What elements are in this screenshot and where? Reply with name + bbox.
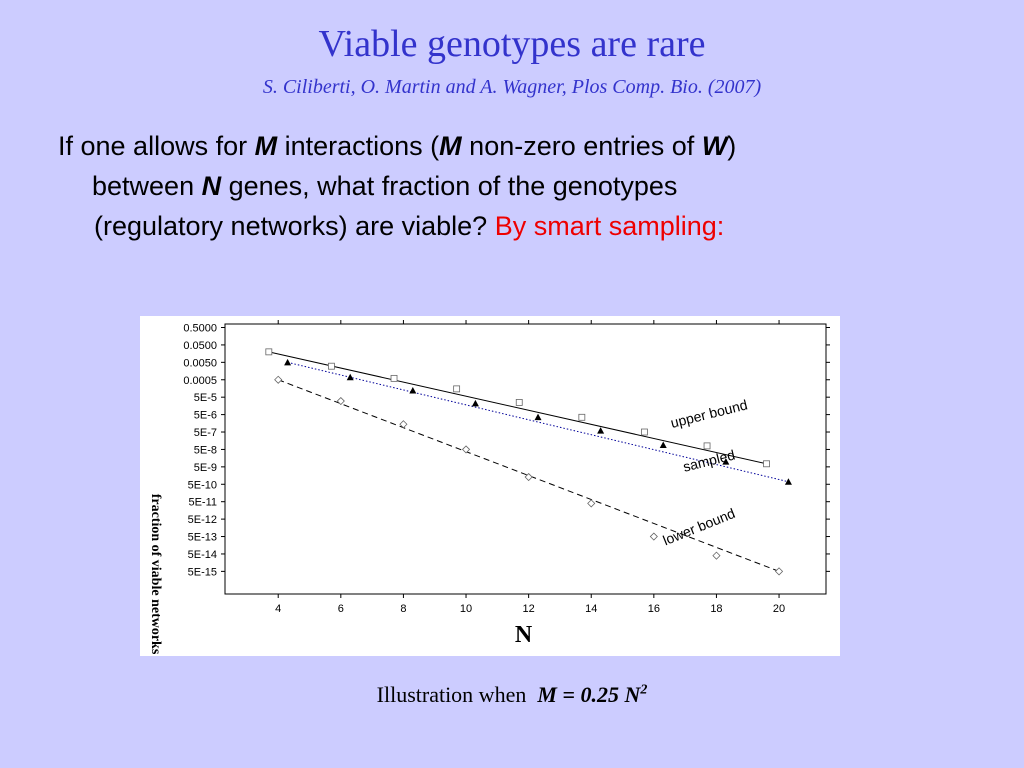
x-tick-label: 16 [648, 603, 660, 615]
data-point-sampled [346, 373, 354, 381]
data-point-lower-bound [274, 375, 283, 384]
data-point-lower-bound [649, 532, 658, 541]
data-point-upper-bound [390, 374, 398, 382]
data-point-lower-bound [587, 499, 596, 508]
y-tick-label: 5E-7 [194, 427, 217, 439]
data-point-sampled [284, 358, 292, 366]
x-tick-label: 14 [585, 603, 597, 615]
y-tick-label: 5E-5 [194, 392, 217, 404]
x-tick-label: 20 [773, 603, 785, 615]
data-point-sampled [597, 427, 605, 434]
x-tick-label: 6 [338, 603, 344, 615]
y-tick-label: 5E-14 [188, 549, 217, 561]
body-text-fragment: If one allows for [58, 131, 255, 161]
body-text-fragment: genes, what fraction of the genotypes [221, 171, 678, 201]
data-point-upper-bound [453, 385, 461, 393]
curve-label-lower-bound: lower bound [661, 505, 738, 548]
slide-body-text: If one allows for M interactions (M non-… [58, 126, 978, 246]
caption-prefix: Illustration when [376, 682, 527, 707]
math-symbol-m: M [439, 131, 462, 161]
y-tick-label: 0.5000 [183, 323, 217, 335]
data-point-upper-bound [328, 362, 335, 370]
plot-frame [224, 323, 827, 595]
log-scale-chart: 0.5000 0.0500 0.0050 0.0005 5E-5 5E-6 5E-7 5E-8… [148, 320, 830, 655]
curve-label-upper-bound: upper bound [669, 396, 749, 431]
y-tick-label: 0.0050 [183, 357, 217, 369]
y-tick-label: 5E-15 [188, 566, 217, 578]
data-point-upper-bound [641, 428, 648, 436]
math-symbol-w: W [701, 131, 728, 161]
body-line-1: If one allows for M interactions (M non-… [58, 126, 978, 166]
slide-caption: Illustration when M = 0.25 N2 [0, 682, 1024, 708]
y-tick-label: 5E-9 [194, 462, 217, 474]
series-line-upper-bound [268, 351, 767, 465]
slide-title: Viable genotypes are rare [318, 23, 706, 65]
y-tick-label: 5E-13 [188, 532, 217, 544]
y-tick-label: 5E-12 [188, 514, 217, 526]
y-axis-title: fraction of viable networks [148, 494, 163, 655]
body-line-2: between N genes, what fraction of the ge… [58, 166, 978, 206]
data-point-upper-bound [515, 399, 523, 406]
caption-exponent: 2 [640, 682, 648, 698]
body-text-fragment: interactions ( [277, 131, 440, 161]
x-tick-label: 8 [400, 603, 406, 615]
data-point-sampled [722, 458, 730, 465]
y-tick-label: 0.0500 [183, 340, 217, 352]
math-symbol-m: M [254, 131, 278, 161]
x-tick-label: 10 [460, 603, 472, 615]
body-text-fragment: between [92, 171, 202, 201]
data-point-lower-bound [774, 567, 784, 576]
data-point-lower-bound [399, 420, 408, 429]
data-point-sampled [534, 413, 542, 421]
y-tick-label: 5E-10 [188, 479, 217, 491]
data-point-sampled [659, 441, 667, 448]
body-line-3: (regulatory networks) are viable? By sma… [58, 206, 978, 246]
y-tick-label: 5E-11 [188, 497, 217, 509]
body-text-fragment: non-zero entries of [461, 131, 702, 161]
x-tick-label: 12 [523, 603, 535, 615]
y-tick-label: 5E-6 [194, 410, 217, 422]
y-tick-label: 5E-8 [194, 444, 217, 456]
chart-area: 0.5000 0.0500 0.0050 0.0005 5E-5 5E-6 5E-7 5E-8… [140, 316, 840, 656]
highlight-text: By smart sampling: [494, 211, 725, 241]
math-symbol-n: N [201, 171, 222, 201]
data-point-upper-bound [578, 413, 586, 421]
data-point-upper-bound [265, 348, 273, 356]
data-point-upper-bound [763, 460, 770, 468]
caption-formula: M = 0.25 N2 [537, 682, 647, 707]
data-point-lower-bound [336, 396, 345, 406]
y-tick-label: 0.0005 [183, 375, 217, 387]
data-point-lower-bound [524, 472, 533, 482]
body-text-fragment: (regulatory networks) are viable? [94, 211, 495, 241]
data-point-sampled [784, 478, 792, 485]
x-tick-label: 4 [275, 603, 281, 615]
data-point-sampled [471, 399, 479, 407]
data-point-lower-bound [712, 551, 721, 560]
x-tick-label: 18 [710, 603, 722, 615]
slide-citation: S. Ciliberti, O. Martin and A. Wagner, P… [262, 76, 762, 98]
data-point-lower-bound [461, 445, 471, 454]
body-text-fragment: ) [727, 131, 737, 161]
data-point-upper-bound [703, 442, 711, 450]
x-axis-title: N [515, 622, 533, 648]
data-point-sampled [409, 387, 417, 394]
caption-formula-text: M = 0.25 N [537, 682, 641, 707]
